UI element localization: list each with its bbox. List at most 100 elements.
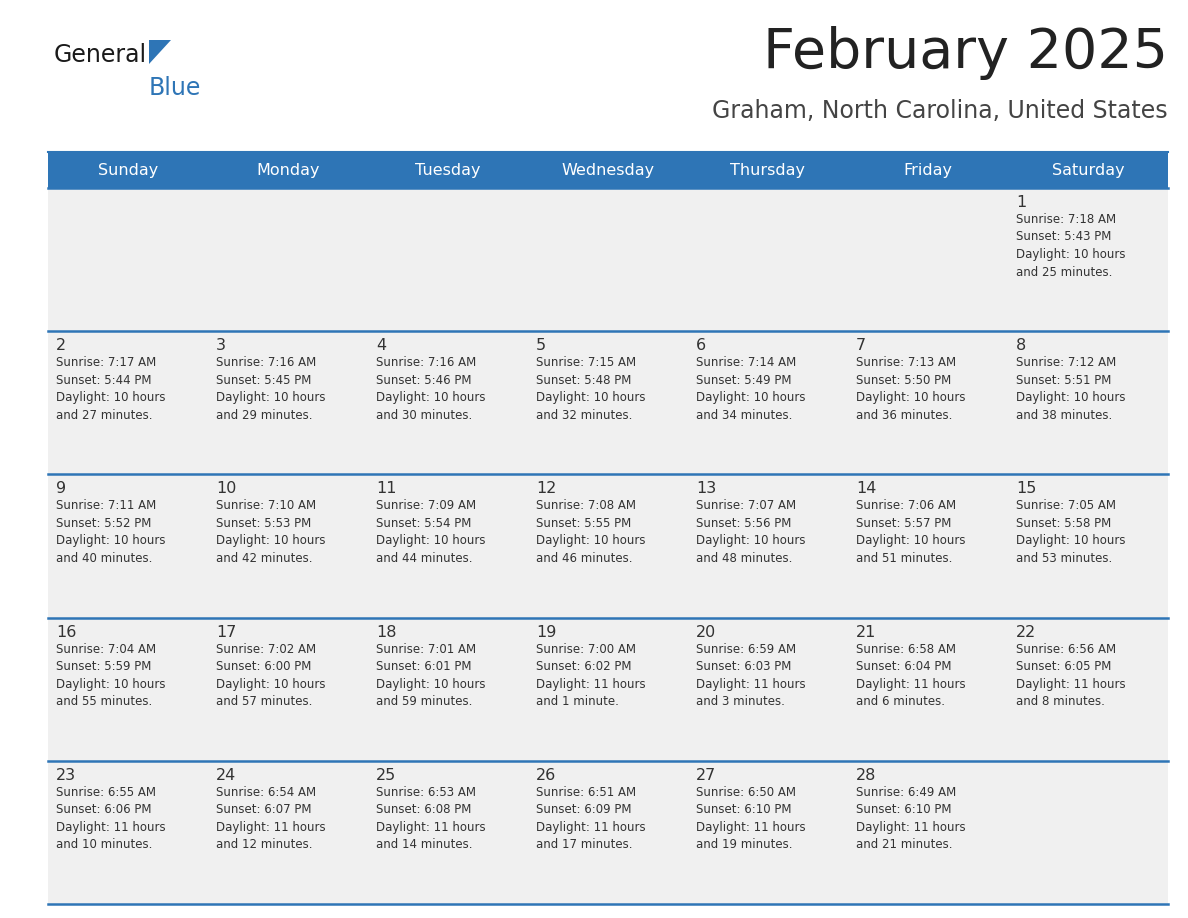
Text: 24: 24	[216, 767, 236, 783]
Text: 11: 11	[375, 481, 397, 497]
Bar	[368, 761, 527, 904]
Text: Friday: Friday	[904, 162, 953, 177]
Text: Sunrise: 7:18 AM
Sunset: 5:43 PM
Daylight: 10 hours
and 25 minutes.: Sunrise: 7:18 AM Sunset: 5:43 PM Dayligh…	[1016, 213, 1125, 278]
Bar	[368, 152, 527, 188]
Bar	[208, 618, 368, 761]
Bar	[48, 618, 208, 761]
Text: 10: 10	[216, 481, 236, 497]
Bar	[368, 331, 527, 475]
Text: 21: 21	[857, 624, 877, 640]
Bar	[527, 188, 688, 331]
Bar	[527, 331, 688, 475]
Bar	[208, 152, 368, 188]
Text: Sunrise: 7:15 AM
Sunset: 5:48 PM
Daylight: 10 hours
and 32 minutes.: Sunrise: 7:15 AM Sunset: 5:48 PM Dayligh…	[536, 356, 645, 421]
Bar	[527, 152, 688, 188]
Text: Sunrise: 6:49 AM
Sunset: 6:10 PM
Daylight: 11 hours
and 21 minutes.: Sunrise: 6:49 AM Sunset: 6:10 PM Dayligh…	[857, 786, 966, 851]
Bar	[848, 188, 1007, 331]
Bar	[688, 475, 848, 618]
Text: Sunrise: 7:04 AM
Sunset: 5:59 PM
Daylight: 10 hours
and 55 minutes.: Sunrise: 7:04 AM Sunset: 5:59 PM Dayligh…	[56, 643, 165, 708]
Text: 27: 27	[696, 767, 716, 783]
Text: Sunrise: 7:02 AM
Sunset: 6:00 PM
Daylight: 10 hours
and 57 minutes.: Sunrise: 7:02 AM Sunset: 6:00 PM Dayligh…	[216, 643, 326, 708]
Text: Sunrise: 7:09 AM
Sunset: 5:54 PM
Daylight: 10 hours
and 44 minutes.: Sunrise: 7:09 AM Sunset: 5:54 PM Dayligh…	[375, 499, 486, 565]
Text: 3: 3	[216, 338, 226, 353]
Text: Sunrise: 6:58 AM
Sunset: 6:04 PM
Daylight: 11 hours
and 6 minutes.: Sunrise: 6:58 AM Sunset: 6:04 PM Dayligh…	[857, 643, 966, 708]
Text: 16: 16	[56, 624, 76, 640]
Text: 6: 6	[696, 338, 706, 353]
Text: Sunrise: 6:56 AM
Sunset: 6:05 PM
Daylight: 11 hours
and 8 minutes.: Sunrise: 6:56 AM Sunset: 6:05 PM Dayligh…	[1016, 643, 1125, 708]
Bar	[208, 475, 368, 618]
Text: 1: 1	[1016, 195, 1026, 210]
Bar	[48, 188, 208, 331]
Text: Blue: Blue	[148, 76, 202, 100]
Bar	[527, 618, 688, 761]
Bar	[208, 188, 368, 331]
Text: 5: 5	[536, 338, 546, 353]
Bar	[1007, 475, 1168, 618]
Text: Sunrise: 7:08 AM
Sunset: 5:55 PM
Daylight: 10 hours
and 46 minutes.: Sunrise: 7:08 AM Sunset: 5:55 PM Dayligh…	[536, 499, 645, 565]
Bar	[1007, 618, 1168, 761]
Text: 4: 4	[375, 338, 386, 353]
Text: Thursday: Thursday	[731, 162, 805, 177]
Bar	[848, 475, 1007, 618]
Bar	[688, 152, 848, 188]
Text: 26: 26	[536, 767, 556, 783]
Text: Sunrise: 7:06 AM
Sunset: 5:57 PM
Daylight: 10 hours
and 51 minutes.: Sunrise: 7:06 AM Sunset: 5:57 PM Dayligh…	[857, 499, 966, 565]
Text: Sunrise: 7:16 AM
Sunset: 5:45 PM
Daylight: 10 hours
and 29 minutes.: Sunrise: 7:16 AM Sunset: 5:45 PM Dayligh…	[216, 356, 326, 421]
Bar	[527, 475, 688, 618]
Bar	[1007, 188, 1168, 331]
Text: Sunrise: 7:17 AM
Sunset: 5:44 PM
Daylight: 10 hours
and 27 minutes.: Sunrise: 7:17 AM Sunset: 5:44 PM Dayligh…	[56, 356, 165, 421]
Bar	[48, 331, 208, 475]
Bar	[1007, 331, 1168, 475]
Text: Sunrise: 6:59 AM
Sunset: 6:03 PM
Daylight: 11 hours
and 3 minutes.: Sunrise: 6:59 AM Sunset: 6:03 PM Dayligh…	[696, 643, 805, 708]
Bar	[1007, 761, 1168, 904]
Text: Sunrise: 7:01 AM
Sunset: 6:01 PM
Daylight: 10 hours
and 59 minutes.: Sunrise: 7:01 AM Sunset: 6:01 PM Dayligh…	[375, 643, 486, 708]
Bar	[368, 618, 527, 761]
Text: Sunrise: 6:55 AM
Sunset: 6:06 PM
Daylight: 11 hours
and 10 minutes.: Sunrise: 6:55 AM Sunset: 6:06 PM Dayligh…	[56, 786, 165, 851]
Text: 15: 15	[1016, 481, 1036, 497]
Text: Sunrise: 7:16 AM
Sunset: 5:46 PM
Daylight: 10 hours
and 30 minutes.: Sunrise: 7:16 AM Sunset: 5:46 PM Dayligh…	[375, 356, 486, 421]
Text: 23: 23	[56, 767, 76, 783]
Text: Sunrise: 7:07 AM
Sunset: 5:56 PM
Daylight: 10 hours
and 48 minutes.: Sunrise: 7:07 AM Sunset: 5:56 PM Dayligh…	[696, 499, 805, 565]
Polygon shape	[148, 40, 171, 64]
Text: Sunrise: 6:51 AM
Sunset: 6:09 PM
Daylight: 11 hours
and 17 minutes.: Sunrise: 6:51 AM Sunset: 6:09 PM Dayligh…	[536, 786, 645, 851]
Bar	[848, 152, 1007, 188]
Text: General: General	[53, 43, 147, 67]
Text: Sunrise: 7:00 AM
Sunset: 6:02 PM
Daylight: 11 hours
and 1 minute.: Sunrise: 7:00 AM Sunset: 6:02 PM Dayligh…	[536, 643, 645, 708]
Text: 28: 28	[857, 767, 877, 783]
Bar	[208, 331, 368, 475]
Text: 8: 8	[1016, 338, 1026, 353]
Bar	[688, 331, 848, 475]
Bar	[368, 188, 527, 331]
Bar	[1007, 152, 1168, 188]
Text: Saturday: Saturday	[1051, 162, 1124, 177]
Bar	[48, 475, 208, 618]
Text: Sunrise: 7:13 AM
Sunset: 5:50 PM
Daylight: 10 hours
and 36 minutes.: Sunrise: 7:13 AM Sunset: 5:50 PM Dayligh…	[857, 356, 966, 421]
Text: Tuesday: Tuesday	[416, 162, 481, 177]
Bar	[848, 331, 1007, 475]
Bar	[48, 152, 208, 188]
Text: 20: 20	[696, 624, 716, 640]
Text: Sunrise: 6:50 AM
Sunset: 6:10 PM
Daylight: 11 hours
and 19 minutes.: Sunrise: 6:50 AM Sunset: 6:10 PM Dayligh…	[696, 786, 805, 851]
Text: 14: 14	[857, 481, 877, 497]
Bar	[688, 188, 848, 331]
Text: 17: 17	[216, 624, 236, 640]
Text: 25: 25	[375, 767, 397, 783]
Bar	[48, 761, 208, 904]
Bar	[527, 761, 688, 904]
Bar	[208, 761, 368, 904]
Text: 2: 2	[56, 338, 67, 353]
Text: 13: 13	[696, 481, 716, 497]
Text: 9: 9	[56, 481, 67, 497]
Bar	[688, 618, 848, 761]
Text: 12: 12	[536, 481, 556, 497]
Text: Monday: Monday	[257, 162, 320, 177]
Text: Sunrise: 7:05 AM
Sunset: 5:58 PM
Daylight: 10 hours
and 53 minutes.: Sunrise: 7:05 AM Sunset: 5:58 PM Dayligh…	[1016, 499, 1125, 565]
Text: 18: 18	[375, 624, 397, 640]
Bar	[688, 761, 848, 904]
Text: 22: 22	[1016, 624, 1036, 640]
Text: Sunrise: 7:12 AM
Sunset: 5:51 PM
Daylight: 10 hours
and 38 minutes.: Sunrise: 7:12 AM Sunset: 5:51 PM Dayligh…	[1016, 356, 1125, 421]
Text: Sunrise: 7:11 AM
Sunset: 5:52 PM
Daylight: 10 hours
and 40 minutes.: Sunrise: 7:11 AM Sunset: 5:52 PM Dayligh…	[56, 499, 165, 565]
Text: February 2025: February 2025	[763, 26, 1168, 80]
Text: Sunrise: 6:53 AM
Sunset: 6:08 PM
Daylight: 11 hours
and 14 minutes.: Sunrise: 6:53 AM Sunset: 6:08 PM Dayligh…	[375, 786, 486, 851]
Text: Wednesday: Wednesday	[562, 162, 655, 177]
